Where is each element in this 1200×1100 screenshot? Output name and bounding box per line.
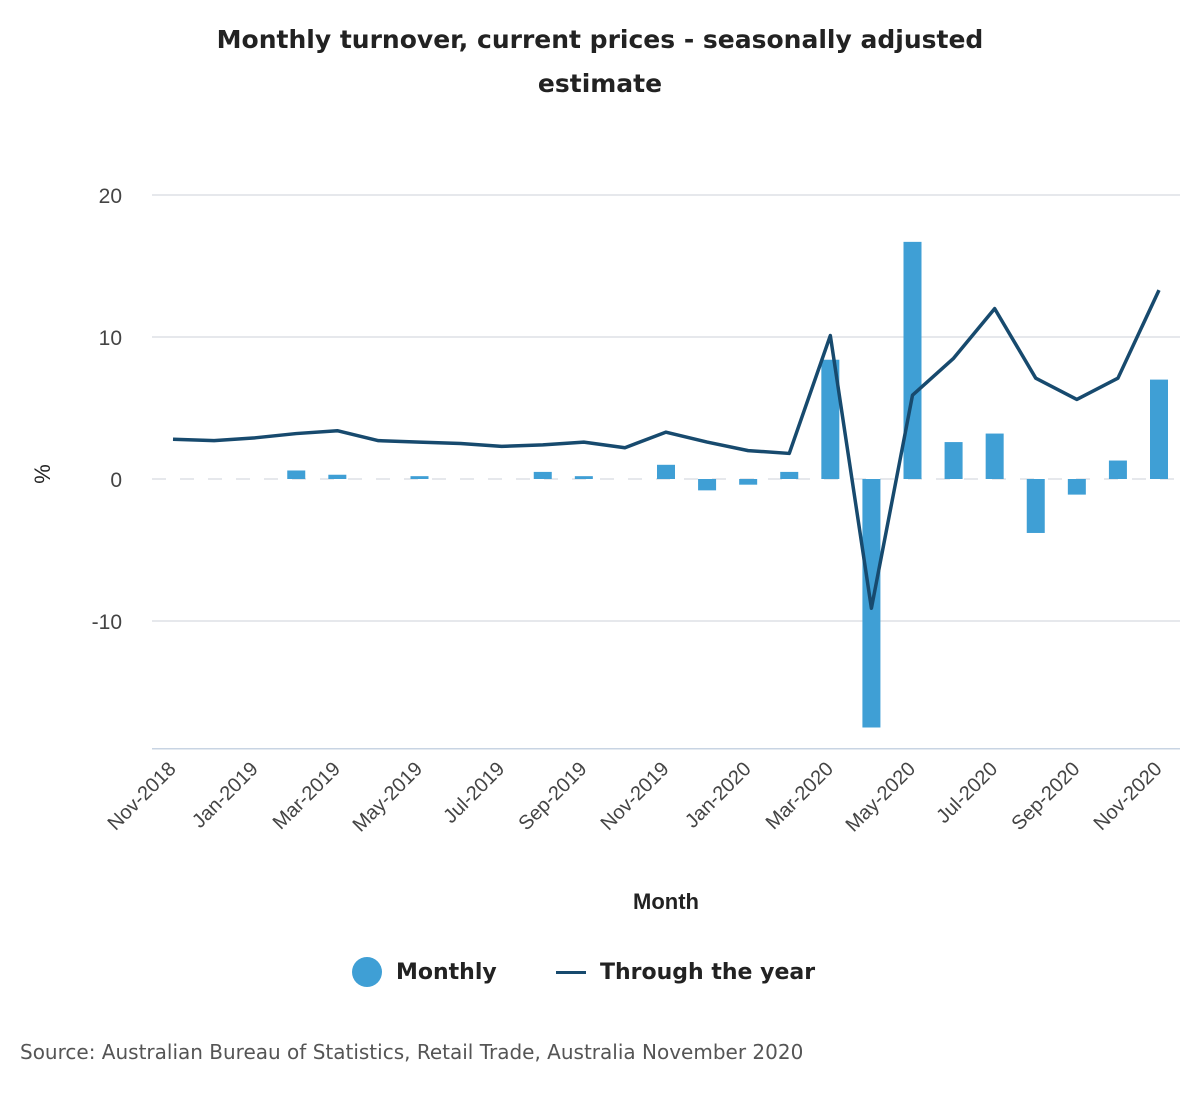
bar-May-2020[interactable] [903, 241, 922, 479]
monthly-bars [287, 241, 1168, 728]
source-note: Source: Australian Bureau of Statistics,… [20, 1040, 804, 1064]
legend-monthly-label: Monthly [396, 959, 497, 985]
legend-item-through-the-year[interactable]: Through the year [556, 960, 815, 985]
chart-title-line-2: estimate [537, 69, 663, 98]
bar-Feb-2019[interactable] [287, 470, 306, 479]
bar-Jan-2020[interactable] [739, 479, 758, 485]
x-tick-label: Nov-2019 [597, 758, 674, 835]
y-tick-label: 0 [110, 469, 122, 492]
legend-monthly-marker [352, 957, 382, 987]
bar-Sep-2019[interactable] [574, 476, 593, 479]
bar-Mar-2020[interactable] [821, 359, 840, 479]
bar-Nov-2019[interactable] [657, 464, 675, 479]
chart-title: Monthly turnover, current prices - seaso… [0, 18, 1200, 106]
x-tick-label: Jul-2020 [932, 758, 1002, 828]
x-tick-label: Sep-2019 [514, 758, 591, 835]
x-tick-label: May-2019 [349, 758, 427, 836]
bar-Oct-2020[interactable] [1108, 460, 1127, 479]
x-tick-label: Mar-2019 [269, 758, 345, 834]
x-tick-label: Jan-2019 [188, 758, 263, 833]
bar-Feb-2020[interactable] [780, 471, 799, 479]
y-tick-label: -10 [92, 611, 122, 634]
bar-May-2019[interactable] [410, 476, 429, 479]
bar-Jun-2020[interactable] [944, 442, 963, 479]
x-tick-label: Mar-2020 [762, 758, 838, 834]
x-tick-label: Nov-2020 [1090, 758, 1167, 835]
bar-Nov-2020[interactable] [1150, 379, 1168, 479]
through-the-year-line-group [172, 289, 1161, 610]
x-axis-ticks: Nov-2018 Jan-2019 Mar-2019 May-2019 Jul-2019… [104, 758, 1167, 836]
y-tick-label: 20 [99, 185, 122, 208]
y-tick-label: 10 [99, 327, 122, 350]
through-the-year-line[interactable] [172, 289, 1161, 610]
x-tick-label: Jul-2019 [439, 758, 509, 828]
bar-Jul-2020[interactable] [985, 433, 1004, 479]
y-axis-ticks: 20 10 0 -10 [92, 185, 122, 634]
bar-Sep-2020[interactable] [1067, 479, 1086, 495]
legend: Monthly Through the year [0, 957, 1200, 1001]
y-axis-label: % [30, 464, 55, 484]
bar-Mar-2019[interactable] [328, 474, 347, 479]
bar-Dec-2019[interactable] [698, 479, 717, 491]
x-tick-label: Nov-2018 [104, 758, 181, 835]
x-tick-label: Sep-2020 [1007, 758, 1084, 835]
legend-item-monthly[interactable]: Monthly [352, 957, 497, 987]
x-tick-label: Jan-2020 [681, 758, 756, 833]
x-axis-label: Month [633, 889, 699, 914]
bar-Aug-2019[interactable] [533, 471, 552, 479]
legend-through-the-year-label: Through the year [600, 960, 816, 985]
chart-title-line-1: Monthly turnover, current prices - seaso… [216, 25, 984, 54]
legend-through-the-year-marker [556, 971, 586, 974]
x-tick-label: May-2020 [842, 758, 920, 836]
bar-Aug-2020[interactable] [1026, 479, 1045, 533]
